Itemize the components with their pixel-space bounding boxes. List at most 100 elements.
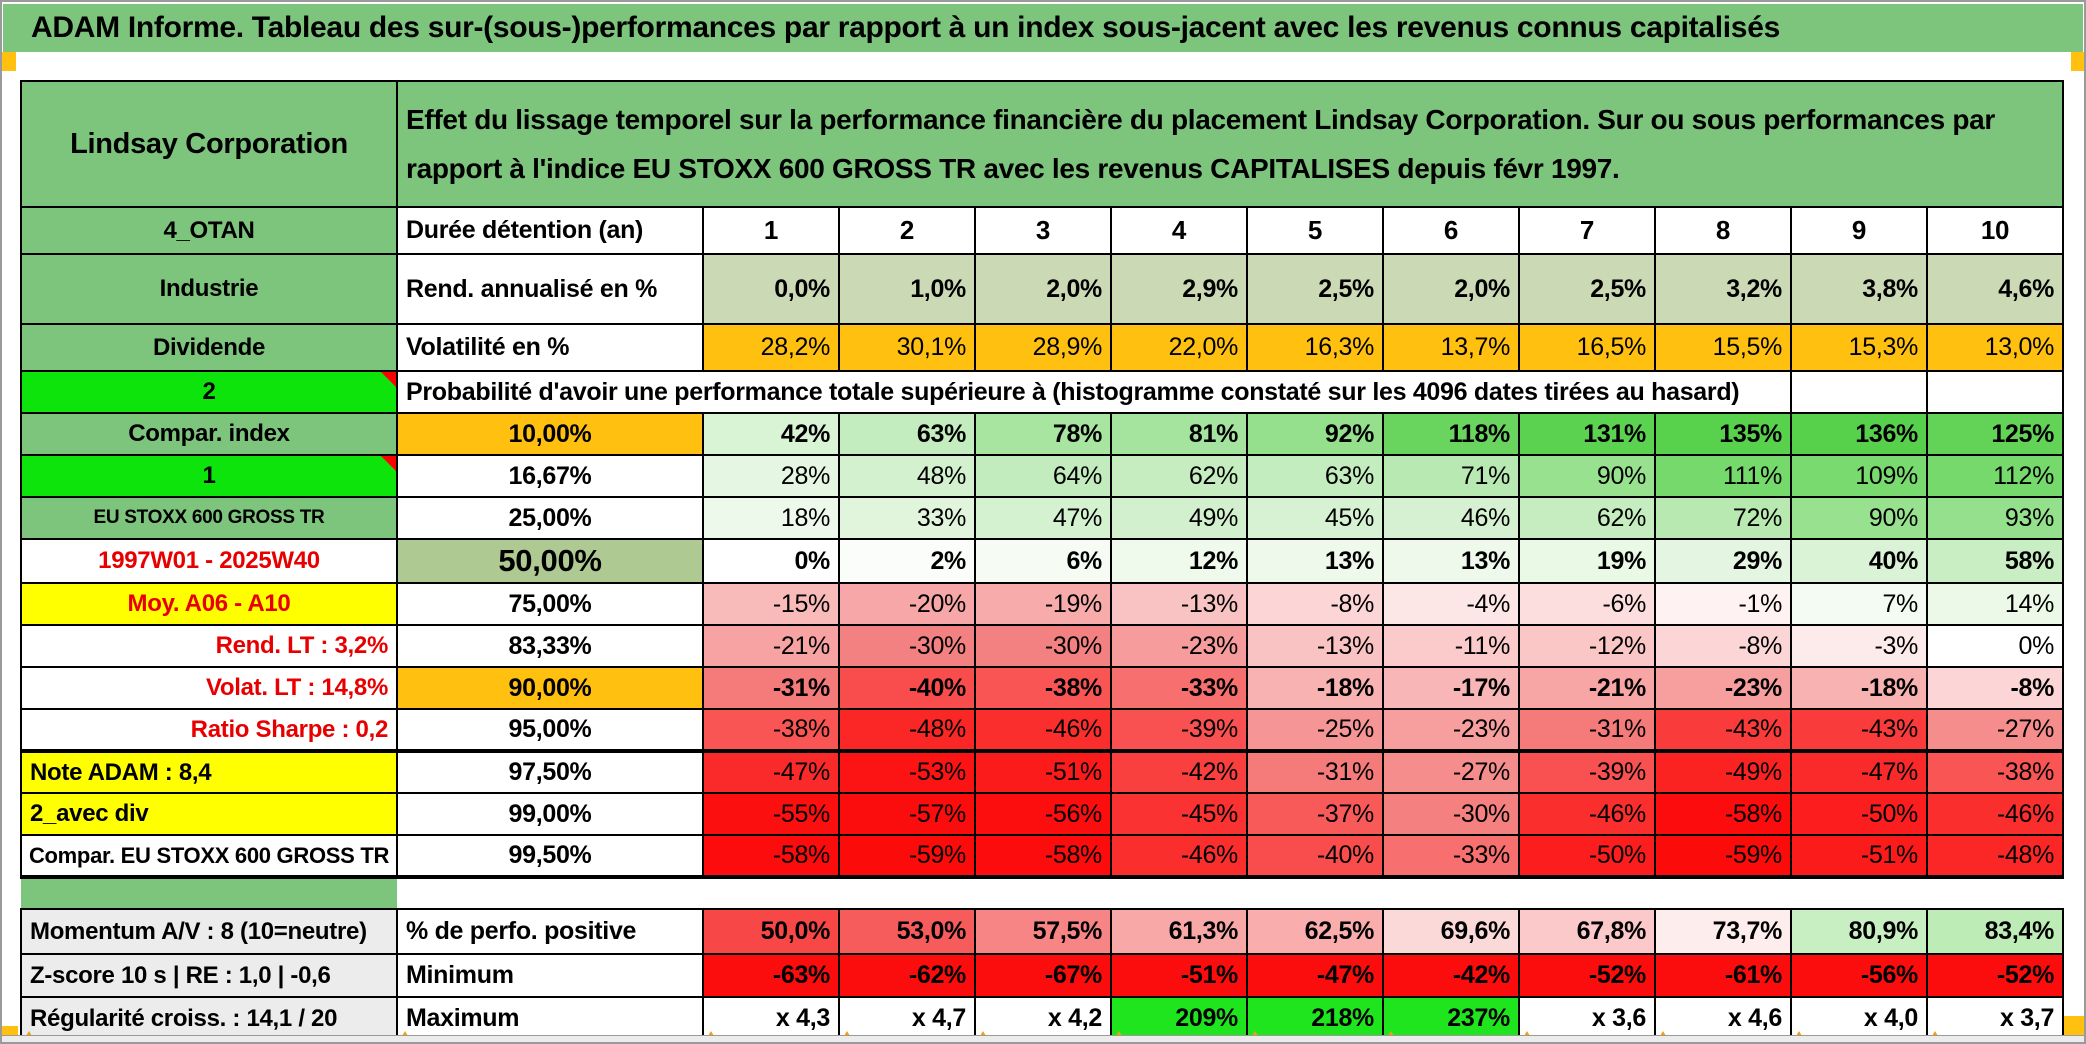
cell-r5c7[interactable]: 118% <box>1382 412 1520 456</box>
cell-r10c7[interactable]: -11% <box>1382 624 1520 668</box>
cell-r5c4[interactable]: 78% <box>974 412 1112 456</box>
cell-r5c11[interactable]: 125% <box>1925 412 2065 456</box>
spacer-green-cell[interactable] <box>21 877 397 909</box>
cell-r3c7[interactable]: 13,7% <box>1382 323 1520 372</box>
row-label-momentum[interactable]: Momentum A/V : 8 (10=neutre) <box>20 908 398 955</box>
row-label-rend-lt[interactable]: Rend. LT : 3,2% <box>20 624 398 668</box>
cell-r18c9[interactable]: -61% <box>1654 953 1792 998</box>
cell-r15c7[interactable]: -33% <box>1382 834 1520 879</box>
quantile-25[interactable]: 25,00% <box>396 496 704 540</box>
quantile-99-5[interactable]: 99,50% <box>396 834 704 879</box>
cell-r8c7[interactable]: 13% <box>1382 538 1520 584</box>
table-description[interactable]: Effet du lissage temporel sur la perform… <box>395 80 2065 208</box>
cell-r17c3[interactable]: 53,0% <box>838 908 976 955</box>
cell-r6c11[interactable]: 112% <box>1925 454 2065 498</box>
cell-r15c11[interactable]: -48% <box>1925 834 2065 879</box>
quantile-95[interactable]: 95,00% <box>396 708 704 753</box>
quantile-90[interactable]: 90,00% <box>396 666 704 710</box>
cell-r17c8[interactable]: 67,8% <box>1518 908 1656 955</box>
row-label-4-otan[interactable]: 4_OTAN <box>20 206 398 255</box>
cell-r17c5[interactable]: 61,3% <box>1110 908 1248 955</box>
cell-r6c7[interactable]: 71% <box>1382 454 1520 498</box>
quantile-83[interactable]: 83,33% <box>396 624 704 668</box>
cell-r7c5[interactable]: 49% <box>1110 496 1248 540</box>
cell-r10c11[interactable]: 0% <box>1925 624 2065 668</box>
cell-r5c10[interactable]: 136% <box>1790 412 1928 456</box>
cell-r6c3[interactable]: 48% <box>838 454 976 498</box>
cell-r14c3[interactable]: -57% <box>838 792 976 836</box>
cell-r7c9[interactable]: 72% <box>1654 496 1792 540</box>
cell-r18c4[interactable]: -67% <box>974 953 1112 998</box>
cell-r13c7[interactable]: -27% <box>1382 750 1520 794</box>
cell-r10c3[interactable]: -30% <box>838 624 976 668</box>
cell-r15c4[interactable]: -58% <box>974 834 1112 879</box>
cell-r8c10[interactable]: 40% <box>1790 538 1928 584</box>
cell-r3c2[interactable]: 28,2% <box>702 323 840 372</box>
row-header-minimum[interactable]: Minimum <box>396 953 704 998</box>
cell-r17c6[interactable]: 62,5% <box>1246 908 1384 955</box>
cell-r11c7[interactable]: -17% <box>1382 666 1520 710</box>
row-label-2[interactable]: 2 <box>20 370 398 414</box>
cell-r9c2[interactable]: -15% <box>702 582 840 626</box>
cell-r6c4[interactable]: 64% <box>974 454 1112 498</box>
cell-r18c11[interactable]: -52% <box>1925 953 2065 998</box>
cell-r2c8[interactable]: 2,5% <box>1518 253 1656 325</box>
cell-r7c11[interactable]: 93% <box>1925 496 2065 540</box>
cell-r3c5[interactable]: 22,0% <box>1110 323 1248 372</box>
cell-r10c4[interactable]: -30% <box>974 624 1112 668</box>
cell-r19c8[interactable]: x 3,6 <box>1518 996 1656 1041</box>
cell-r14c7[interactable]: -30% <box>1382 792 1520 836</box>
cell-r14c5[interactable]: -45% <box>1110 792 1248 836</box>
row-header-positive-perf[interactable]: % de perfo. positive <box>396 908 704 955</box>
cell-r1c10[interactable]: 9 <box>1790 206 1928 255</box>
cell-r15c8[interactable]: -50% <box>1518 834 1656 879</box>
row-header-volatility[interactable]: Volatilité en % <box>396 323 704 372</box>
cell-r1c2[interactable]: 1 <box>702 206 840 255</box>
cell-r17c7[interactable]: 69,6% <box>1382 908 1520 955</box>
cell-r5c3[interactable]: 63% <box>838 412 976 456</box>
row-header-annualized-return[interactable]: Rend. annualisé en % <box>396 253 704 325</box>
row-label-regularite[interactable]: Régularité croiss. : 14,1 / 20 <box>20 996 398 1041</box>
cell-r8c11[interactable]: 58% <box>1925 538 2065 584</box>
cell-r12c6[interactable]: -25% <box>1246 708 1384 753</box>
cell-r1c7[interactable]: 6 <box>1382 206 1520 255</box>
cell-r5c5[interactable]: 81% <box>1110 412 1248 456</box>
cell-r11c2[interactable]: -31% <box>702 666 840 710</box>
row-label-moy-a06-a10[interactable]: Moy. A06 - A10 <box>20 582 398 626</box>
cell-r6c10[interactable]: 109% <box>1790 454 1928 498</box>
cell-r17c11[interactable]: 83,4% <box>1925 908 2065 955</box>
cell-r11c6[interactable]: -18% <box>1246 666 1384 710</box>
cell-r14c6[interactable]: -37% <box>1246 792 1384 836</box>
quantile-99[interactable]: 99,00% <box>396 792 704 836</box>
cell-r2c5[interactable]: 2,9% <box>1110 253 1248 325</box>
cell-r13c5[interactable]: -42% <box>1110 750 1248 794</box>
cell-r12c8[interactable]: -31% <box>1518 708 1656 753</box>
cell-r6c6[interactable]: 63% <box>1246 454 1384 498</box>
cell-r19c6[interactable]: 218% <box>1246 996 1384 1041</box>
cell-r3c10[interactable]: 15,3% <box>1790 323 1928 372</box>
cell-r12c11[interactable]: -27% <box>1925 708 2065 753</box>
row-label-compar-index[interactable]: Compar. index <box>20 412 398 456</box>
cell-r6c5[interactable]: 62% <box>1110 454 1248 498</box>
cell-r11c5[interactable]: -33% <box>1110 666 1248 710</box>
cell-r1c5[interactable]: 4 <box>1110 206 1248 255</box>
row-label-1[interactable]: 1 <box>20 454 398 498</box>
cell-r14c2[interactable]: -55% <box>702 792 840 836</box>
cell-r8c4[interactable]: 6% <box>974 538 1112 584</box>
cell-r7c6[interactable]: 45% <box>1246 496 1384 540</box>
quantile-16-67[interactable]: 16,67% <box>396 454 704 498</box>
cell-r9c5[interactable]: -13% <box>1110 582 1248 626</box>
cell-r18c7[interactable]: -42% <box>1382 953 1520 998</box>
cell-r15c2[interactable]: -58% <box>702 834 840 879</box>
row-label-2-avec-div[interactable]: 2_avec div <box>20 792 398 836</box>
cell-r3c3[interactable]: 30,1% <box>838 323 976 372</box>
cell-r12c9[interactable]: -43% <box>1654 708 1792 753</box>
cell-r18c10[interactable]: -56% <box>1790 953 1928 998</box>
cell-r13c11[interactable]: -38% <box>1925 750 2065 794</box>
cell-r10c8[interactable]: -12% <box>1518 624 1656 668</box>
cell-r2c10[interactable]: 3,8% <box>1790 253 1928 325</box>
cell-r19c11[interactable]: x 3,7 <box>1925 996 2065 1041</box>
cell-r8c8[interactable]: 19% <box>1518 538 1656 584</box>
cell-r17c10[interactable]: 80,9% <box>1790 908 1928 955</box>
cell-r9c6[interactable]: -8% <box>1246 582 1384 626</box>
